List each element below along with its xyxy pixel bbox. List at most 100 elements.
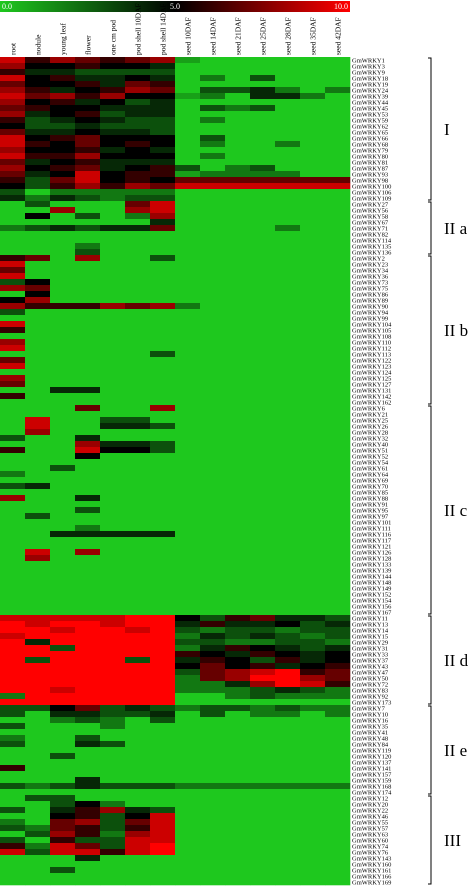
- heatmap-cell: [175, 327, 201, 334]
- heatmap-cell: [50, 489, 76, 496]
- gene-label: GmWRKY31: [352, 646, 388, 653]
- heatmap-cell: [25, 549, 51, 556]
- heatmap-cell: [250, 633, 276, 640]
- heatmap-cell: [250, 141, 276, 148]
- group-bracket: [428, 615, 432, 705]
- heatmap-cell: [100, 99, 126, 106]
- heatmap-cell: [150, 447, 176, 454]
- heatmap-cell: [300, 207, 326, 214]
- heatmap-cell: [200, 519, 226, 526]
- heatmap-cell: [250, 843, 276, 850]
- heatmap-cell: [75, 333, 101, 340]
- heatmap-cell: [175, 123, 201, 130]
- heatmap-cell: [275, 111, 301, 118]
- heatmap-cell: [50, 447, 76, 454]
- heatmap-cell: [250, 189, 276, 196]
- heatmap-cell: [300, 213, 326, 220]
- heatmap-cell: [75, 621, 101, 628]
- heatmap-cell: [50, 309, 76, 316]
- heatmap-cell: [200, 471, 226, 478]
- heatmap-cell: [175, 147, 201, 154]
- heatmap-cell: [275, 597, 301, 604]
- heatmap-cell: [325, 441, 351, 448]
- heatmap-cell: [25, 351, 51, 358]
- heatmap-cell: [175, 339, 201, 346]
- heatmap-cell: [125, 843, 151, 850]
- heatmap-cell: [100, 447, 126, 454]
- heatmap-cell: [275, 357, 301, 364]
- heatmap-cell: [50, 111, 76, 118]
- heatmap-cell: [225, 489, 251, 496]
- heatmap-cell: [175, 807, 201, 814]
- heatmap-cell: [25, 663, 51, 670]
- heatmap-cell: [150, 147, 176, 154]
- heatmap-cell: [225, 255, 251, 262]
- heatmap-cell: [175, 63, 201, 70]
- heatmap-cell: [0, 759, 26, 766]
- heatmap-cell: [300, 423, 326, 430]
- heatmap-cell: [225, 867, 251, 874]
- heatmap-cell: [250, 165, 276, 172]
- heatmap-cell: [25, 777, 51, 784]
- heatmap-cell: [75, 567, 101, 574]
- heatmap-cell: [150, 867, 176, 874]
- heatmap-cell: [200, 291, 226, 298]
- heatmap-cell: [300, 273, 326, 280]
- heatmap-cell: [75, 201, 101, 208]
- heatmap-cell: [300, 819, 326, 826]
- heatmap-cell: [175, 867, 201, 874]
- heatmap-cell: [0, 735, 26, 742]
- heatmap-cell: [100, 699, 126, 706]
- heatmap-cell: [100, 537, 126, 544]
- heatmap-cell: [250, 615, 276, 622]
- heatmap-cell: [275, 69, 301, 76]
- heatmap-cell: [0, 621, 26, 628]
- heatmap-cell: [175, 363, 201, 370]
- heatmap-cell: [325, 423, 351, 430]
- heatmap-cell: [200, 357, 226, 364]
- heatmap-cell: [175, 321, 201, 328]
- heatmap-cell: [100, 279, 126, 286]
- heatmap-cell: [50, 285, 76, 292]
- heatmap-cell: [300, 597, 326, 604]
- heatmap-cell: [200, 273, 226, 280]
- heatmap-cell: [250, 543, 276, 550]
- gene-label: GmWRKY46: [352, 814, 389, 821]
- heatmap-cell: [300, 771, 326, 778]
- heatmap-cell: [175, 585, 201, 592]
- heatmap-cell: [50, 231, 76, 238]
- heatmap-cell: [25, 555, 51, 562]
- heatmap-cell: [0, 669, 26, 676]
- heatmap-cell: [275, 729, 301, 736]
- heatmap-cell: [325, 783, 351, 790]
- gene-label: GmWRKY9: [352, 70, 385, 77]
- heatmap-cell: [0, 105, 26, 112]
- gene-label: GmWRKY91: [352, 502, 388, 509]
- heatmap-cell: [125, 783, 151, 790]
- heatmap-cell: [325, 525, 351, 532]
- heatmap-cell: [100, 171, 126, 178]
- heatmap-cell: [300, 555, 326, 562]
- heatmap-cell: [100, 723, 126, 730]
- column-label: seed 21DAF: [234, 17, 243, 55]
- heatmap-cell: [300, 669, 326, 676]
- heatmap-cell: [250, 525, 276, 532]
- heatmap-cell: [300, 543, 326, 550]
- heatmap-cell: [325, 765, 351, 772]
- heatmap-cell: [75, 339, 101, 346]
- heatmap-cell: [75, 267, 101, 274]
- heatmap-cell: [150, 495, 176, 502]
- heatmap-cell: [175, 87, 201, 94]
- heatmap-cell: [50, 63, 76, 70]
- heatmap-cell: [200, 285, 226, 292]
- heatmap-cell: [250, 777, 276, 784]
- heatmap-cell: [150, 507, 176, 514]
- heatmap-cell: [100, 225, 126, 232]
- heatmap-cell: [25, 321, 51, 328]
- heatmap-cell: [0, 801, 26, 808]
- heatmap-cell: [25, 393, 51, 400]
- heatmap-cell: [50, 105, 76, 112]
- heatmap-cell: [50, 465, 76, 472]
- heatmap-cell: [75, 465, 101, 472]
- heatmap-cell: [150, 645, 176, 652]
